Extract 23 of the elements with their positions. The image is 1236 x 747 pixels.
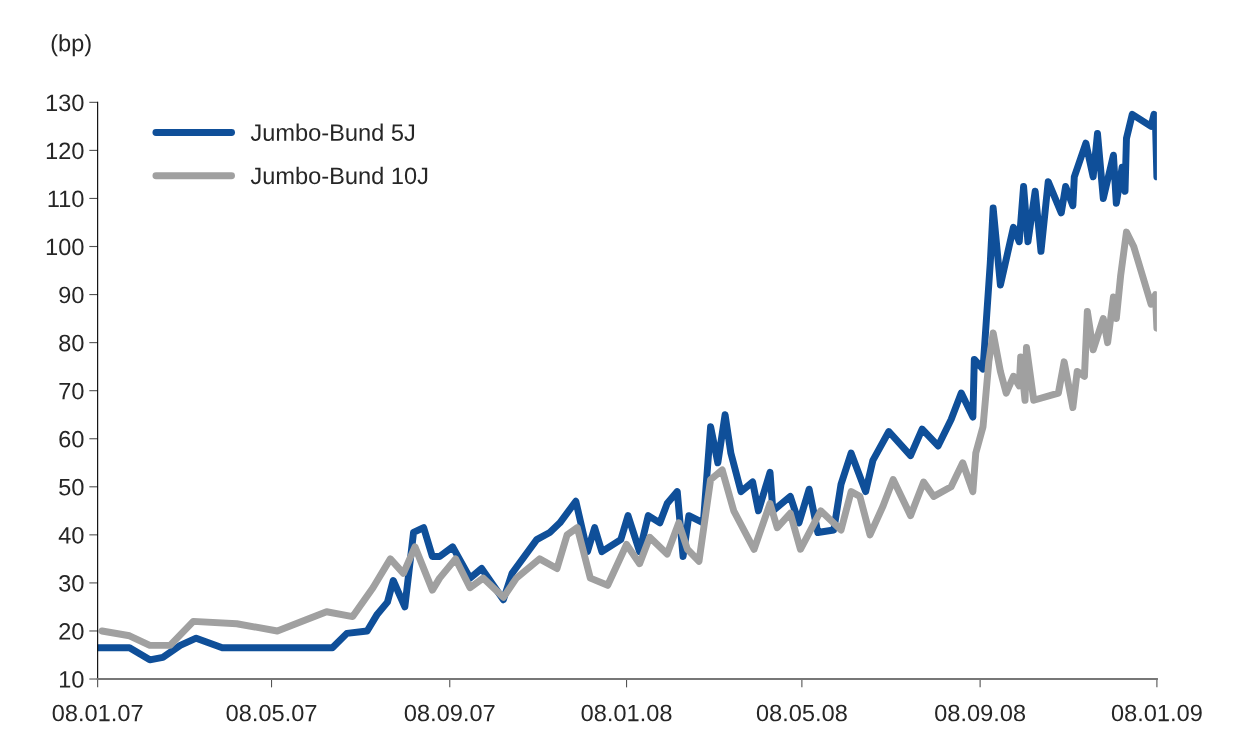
legend-label: Jumbo-Bund 10J xyxy=(250,166,428,185)
x-tick-label: 08.05.07 xyxy=(226,704,317,722)
y-axis-title: (bp) xyxy=(51,34,91,57)
y-tick-label: 100 xyxy=(46,238,84,256)
y-tick-label: 110 xyxy=(48,190,84,208)
x-tick-label: 08.09.08 xyxy=(935,704,1026,722)
y-tick-label: 20 xyxy=(59,623,84,640)
y-tick-label: 90 xyxy=(59,286,84,304)
y-tick-label: 50 xyxy=(59,478,84,496)
y-tick-label: 130 xyxy=(46,94,84,112)
x-tick-label: 08.01.09 xyxy=(1111,704,1202,722)
x-tick-label: 08.09.07 xyxy=(404,704,495,722)
y-tick-label: 120 xyxy=(46,142,84,160)
y-tick-label: 60 xyxy=(59,430,84,448)
y-tick-label: 40 xyxy=(58,526,84,544)
y-tick-label: 70 xyxy=(59,382,84,400)
y-tick-label: 10 xyxy=(59,671,84,688)
x-tick-label: 08.01.07 xyxy=(52,704,143,722)
x-tick-label: 08.05.08 xyxy=(756,704,847,722)
y-tick-label: 30 xyxy=(59,574,84,592)
y-tick-label: 80 xyxy=(59,334,84,352)
x-tick-label: 08.01.08 xyxy=(581,704,672,722)
legend-label: Jumbo-Bund 5J xyxy=(250,123,415,141)
